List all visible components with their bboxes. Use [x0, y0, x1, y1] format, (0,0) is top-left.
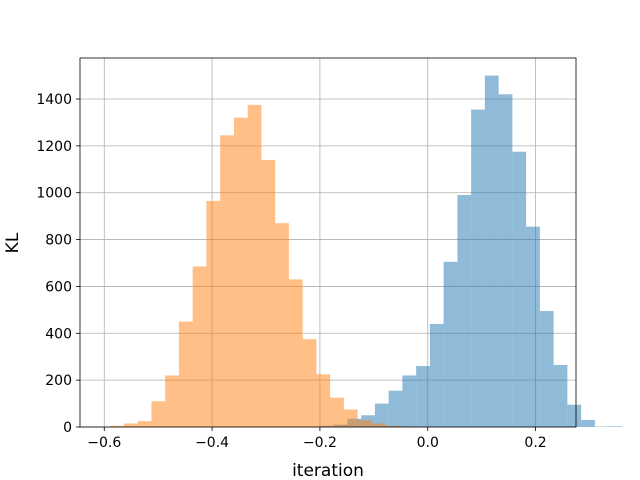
histogram-bar-series-2 — [233, 117, 248, 427]
histogram-bar-series-2 — [316, 374, 331, 427]
histogram-bar-series-1 — [581, 419, 595, 427]
y-tick-label: 200 — [45, 373, 72, 389]
histogram-bar-series-1 — [553, 364, 568, 427]
histogram-bar-series-2 — [220, 135, 234, 428]
y-tick-label: 400 — [45, 326, 72, 342]
histogram-bar-series-2 — [261, 159, 276, 427]
x-tick-label: −0.2 — [303, 435, 337, 451]
y-tick-label: 600 — [45, 279, 72, 295]
histogram-bar-series-1 — [471, 109, 485, 428]
histogram-bar-series-2 — [275, 223, 289, 427]
x-tick-label: −0.4 — [195, 435, 229, 451]
histogram-bar-series-1 — [402, 375, 417, 427]
y-tick-label: 1000 — [36, 186, 72, 202]
histogram-bar-series-2 — [206, 200, 221, 427]
histogram-bar-series-2 — [288, 279, 303, 427]
x-axis-label: iteration — [292, 461, 364, 480]
histogram-bar-series-1 — [457, 195, 472, 427]
histogram-bar-series-2 — [385, 425, 399, 427]
histogram-bar-series-1 — [484, 75, 499, 428]
histogram-bar-series-1 — [526, 226, 540, 427]
axes: −0.6 −0.4 −0.2 0.0 0.2 0 200 400 600 800 1000 1200 1… — [36, 57, 577, 451]
histogram-bar-series-1 — [374, 403, 389, 427]
y-tick-label: 1200 — [36, 139, 72, 155]
x-tick-label: −0.6 — [87, 435, 121, 451]
histogram-bar-series-2 — [302, 339, 317, 427]
histogram-bar-series-2 — [192, 266, 207, 427]
histogram-bar-series-1 — [388, 390, 403, 427]
histogram-bar-series-1 — [498, 94, 513, 428]
x-tick-label: 0.0 — [417, 435, 439, 451]
histogram-bar-series-1 — [429, 323, 444, 427]
histogram-bar-series-2 — [110, 425, 124, 427]
histogram-bar-series-2 — [330, 397, 344, 427]
histogram-bar-series-1 — [443, 261, 458, 427]
y-tick-label: 800 — [45, 233, 72, 249]
x-tick-label: 0.2 — [524, 435, 546, 451]
histogram-bar-series-1 — [512, 151, 527, 427]
y-axis-label: KL — [3, 232, 23, 253]
histogram-bar-series-2 — [343, 409, 358, 427]
histogram-bar-series-2 — [357, 419, 372, 427]
histogram-bar-series-2 — [137, 421, 152, 427]
y-tick-label: 1400 — [36, 92, 72, 108]
histogram-bar-series-2 — [165, 375, 179, 427]
histogram-bar-series-2 — [123, 423, 138, 427]
histogram-bar-series-1 — [416, 366, 430, 427]
histogram-bar-series-2 — [371, 423, 386, 427]
histogram-bar-series-1 — [608, 426, 623, 427]
histogram-bar-series-2 — [247, 104, 262, 427]
plot-frame — [79, 57, 577, 428]
histogram-bars — [110, 75, 623, 428]
histogram-bar-series-2 — [178, 321, 193, 427]
histogram-bar-series-1 — [539, 311, 554, 427]
y-tick-label: 0 — [63, 420, 72, 436]
histogram-bar-series-1 — [567, 404, 582, 427]
histogram-bar-series-2 — [151, 401, 166, 427]
